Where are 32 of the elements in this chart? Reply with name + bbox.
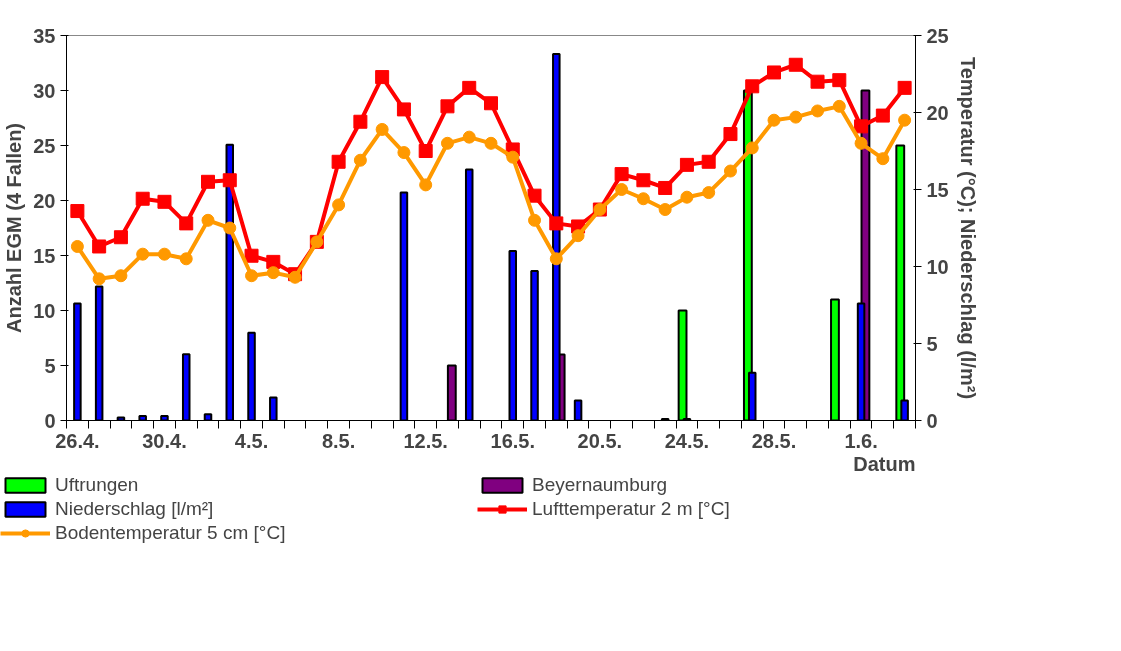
y2-tick-label: 0 (926, 409, 938, 432)
x-tick-label: 16.5. (490, 429, 536, 452)
x-tick-label: 4.5. (234, 429, 269, 452)
y2-tick-label: 15 (926, 178, 949, 201)
legend-label: Niederschlag [l/m²] (55, 498, 215, 520)
y2-axis-title: Temperatur (°C); Niederschlag (l/m²) (956, 56, 979, 400)
y2-tick-label: 20 (926, 101, 949, 124)
y-tick-label: 0 (44, 409, 56, 432)
y-tick-label: 10 (33, 299, 56, 322)
y-tick-label: 30 (33, 79, 56, 102)
legend-label: Bodentemperatur 5 cm [°C] (55, 522, 287, 544)
legend-label: Uftrungen (55, 474, 140, 496)
x-tick-label: 20.5. (577, 429, 623, 452)
y-tick-label: 20 (33, 189, 56, 212)
x-tick-label: 1.6. (844, 429, 878, 452)
y2-tick-label: 10 (926, 255, 949, 278)
x-tick-label: 30.4. (142, 429, 187, 452)
x-tick-label: 28.5. (751, 429, 797, 452)
legend-label: Beyernaumburg (532, 474, 669, 496)
y2-tick-label: 5 (926, 332, 938, 355)
y-tick-label: 35 (33, 24, 56, 47)
y-tick-label: 15 (33, 244, 56, 267)
y2-tick-label: 25 (926, 24, 949, 47)
x-tick-label: 12.5. (403, 429, 448, 452)
x-tick-label: 8.5. (321, 429, 356, 452)
legend-label: Lufttemperatur 2 m [°C] (532, 498, 731, 520)
y-tick-label: 25 (33, 134, 56, 157)
y-tick-label: 5 (44, 354, 56, 377)
y-axis-title: Anzahl EGM (4 Fallen) (3, 122, 26, 334)
x-tick-label: 24.5. (664, 429, 710, 452)
x-tick-label: 26.4. (55, 429, 100, 452)
x-axis-title: Datum (853, 452, 916, 475)
